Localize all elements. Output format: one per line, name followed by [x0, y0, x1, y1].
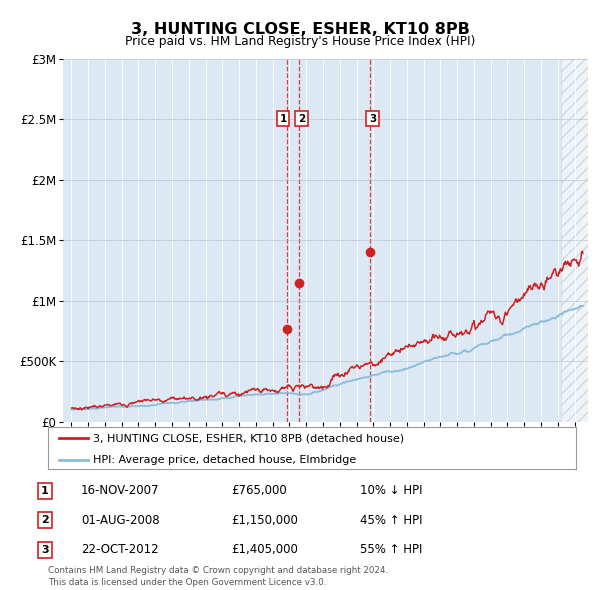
Text: 22-OCT-2012: 22-OCT-2012 — [81, 543, 158, 556]
Text: 3, HUNTING CLOSE, ESHER, KT10 8PB (detached house): 3, HUNTING CLOSE, ESHER, KT10 8PB (detac… — [93, 433, 404, 443]
Text: 3: 3 — [41, 545, 49, 555]
Text: 1: 1 — [41, 486, 49, 496]
Text: 1: 1 — [280, 114, 287, 124]
Polygon shape — [560, 59, 588, 422]
Text: 2: 2 — [41, 516, 49, 525]
Text: 16-NOV-2007: 16-NOV-2007 — [81, 484, 160, 497]
Text: 3, HUNTING CLOSE, ESHER, KT10 8PB: 3, HUNTING CLOSE, ESHER, KT10 8PB — [131, 22, 469, 37]
Text: 55% ↑ HPI: 55% ↑ HPI — [360, 543, 422, 556]
Text: £765,000: £765,000 — [231, 484, 287, 497]
Text: £1,150,000: £1,150,000 — [231, 514, 298, 527]
Text: 01-AUG-2008: 01-AUG-2008 — [81, 514, 160, 527]
Text: Contains HM Land Registry data © Crown copyright and database right 2024.
This d: Contains HM Land Registry data © Crown c… — [48, 566, 388, 587]
Text: £1,405,000: £1,405,000 — [231, 543, 298, 556]
Text: Price paid vs. HM Land Registry's House Price Index (HPI): Price paid vs. HM Land Registry's House … — [125, 35, 475, 48]
Text: 3: 3 — [369, 114, 376, 124]
Text: HPI: Average price, detached house, Elmbridge: HPI: Average price, detached house, Elmb… — [93, 455, 356, 465]
Text: 2: 2 — [298, 114, 305, 124]
Text: 10% ↓ HPI: 10% ↓ HPI — [360, 484, 422, 497]
Text: 45% ↑ HPI: 45% ↑ HPI — [360, 514, 422, 527]
